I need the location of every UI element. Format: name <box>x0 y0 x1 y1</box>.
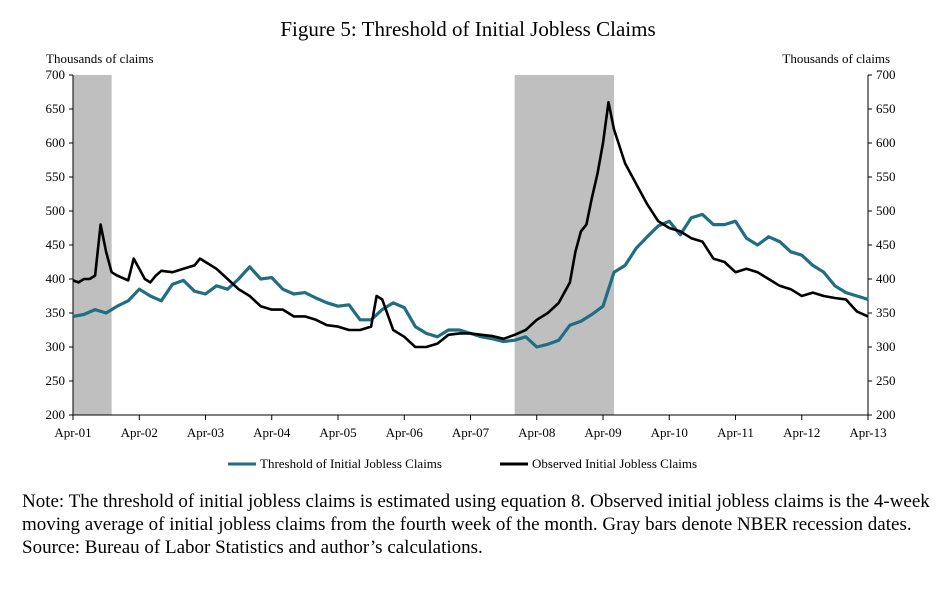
left-y-tick-label: 550 <box>46 169 66 184</box>
left-y-tick-label: 700 <box>46 67 66 82</box>
right-y-tick-label: 200 <box>876 407 896 422</box>
note-text: Note: The threshold of initial jobless c… <box>22 491 930 535</box>
left-y-tick-label: 200 <box>46 407 66 422</box>
chart-note: Note: The threshold of initial jobless c… <box>22 490 932 559</box>
right-y-tick-label: 600 <box>876 135 896 150</box>
right-y-tick-label: 550 <box>876 169 896 184</box>
x-tick-label: Apr-09 <box>584 425 621 440</box>
left-y-tick-label: 450 <box>46 237 66 252</box>
left-y-tick-label: 300 <box>46 339 66 354</box>
chart-title: Figure 5: Threshold of Initial Jobless C… <box>280 17 655 41</box>
right-axis-label: Thousands of claims <box>782 51 890 66</box>
left-axis-label: Thousands of claims <box>46 51 154 66</box>
right-y-tick-label: 450 <box>876 237 896 252</box>
x-tick-label: Apr-02 <box>121 425 158 440</box>
left-y-tick-label: 650 <box>46 101 66 116</box>
legend-label-2: Observed Initial Jobless Claims <box>532 456 697 471</box>
x-tick-label: Apr-08 <box>518 425 555 440</box>
right-y-tick-label: 500 <box>876 203 896 218</box>
line-chart: Figure 5: Threshold of Initial Jobless C… <box>46 17 896 471</box>
left-y-tick-label: 350 <box>46 305 66 320</box>
left-y-tick-label: 400 <box>46 271 66 286</box>
x-tick-label: Apr-01 <box>54 425 91 440</box>
observed-series-line <box>72 100 869 349</box>
right-y-tick-label: 650 <box>876 101 896 116</box>
x-tick-label: Apr-11 <box>717 425 754 440</box>
right-y-tick-label: 400 <box>876 271 896 286</box>
right-y-tick-label: 250 <box>876 373 896 388</box>
source-text: Source: Bureau of Labor Statistics and a… <box>22 537 483 558</box>
left-y-tick-label: 500 <box>46 203 66 218</box>
right-y-tick-label: 350 <box>876 305 896 320</box>
x-tick-label: Apr-12 <box>783 425 820 440</box>
x-tick-label: Apr-03 <box>187 425 224 440</box>
x-tick-label: Apr-05 <box>319 425 356 440</box>
left-y-tick-label: 250 <box>46 373 66 388</box>
right-y-tick-label: 700 <box>876 67 896 82</box>
x-tick-label: Apr-04 <box>253 425 291 440</box>
threshold-series-line <box>72 212 869 349</box>
recession-bar-2 <box>514 75 615 415</box>
x-tick-label: Apr-10 <box>651 425 688 440</box>
right-y-tick-label: 300 <box>876 339 896 354</box>
x-tick-label: Apr-06 <box>386 425 424 440</box>
left-y-tick-label: 600 <box>46 135 66 150</box>
x-tick-label: Apr-07 <box>452 425 490 440</box>
x-tick-label: Apr-13 <box>849 425 886 440</box>
legend-label-1: Threshold of Initial Jobless Claims <box>260 456 442 471</box>
